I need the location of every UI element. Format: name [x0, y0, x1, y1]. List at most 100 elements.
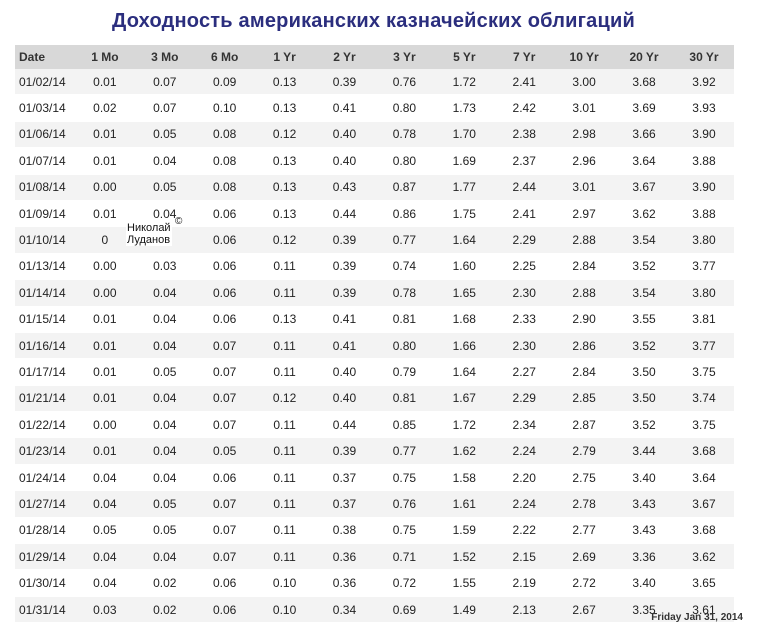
cell-5yr: 1.59	[434, 517, 495, 545]
cell-6mo: 0.06	[194, 569, 255, 597]
cell-6mo: 0.06	[194, 226, 255, 254]
cell-1mo: 0.00	[74, 279, 135, 307]
cell-6mo: 0.08	[194, 121, 255, 149]
cell-20yr: 3.43	[614, 517, 674, 545]
cell-1mo: 0	[74, 226, 135, 254]
cell-30yr: 3.77	[673, 332, 734, 360]
cell-3mo: 0.07	[134, 94, 195, 122]
cell-3yr: 0.76	[374, 490, 435, 518]
cell-6mo: 0.10	[194, 94, 255, 122]
cell-1yr: 0.13	[254, 174, 315, 201]
cell-20yr: 3.68	[614, 69, 674, 96]
cell-1yr: 0.13	[254, 200, 315, 228]
cell-date: 01/24/14	[15, 464, 75, 492]
cell-20yr: 3.66	[614, 121, 674, 149]
cell-3mo: 0.05	[134, 174, 195, 201]
cell-30yr: 3.75	[673, 411, 734, 439]
cell-7yr: 2.24	[494, 490, 555, 518]
cell-3mo: 0.05	[134, 517, 195, 545]
cell-20yr: 3.50	[614, 358, 674, 386]
cell-3mo: 0.05	[134, 490, 195, 518]
page-title: Доходность американских казначейских обл…	[112, 10, 635, 32]
cell-30yr: 3.88	[673, 200, 734, 228]
cell-5yr: 1.58	[434, 464, 495, 492]
cell-2yr: 0.36	[314, 569, 375, 597]
cell-30yr: 3.81	[673, 306, 734, 333]
column-header-5yr: 5 Yr	[434, 45, 495, 69]
cell-7yr: 2.29	[494, 385, 555, 413]
cell-20yr: 3.40	[614, 464, 674, 492]
cell-6mo: 0.08	[194, 174, 255, 201]
watermark-first-name: Николай	[127, 222, 171, 234]
cell-5yr: 1.60	[434, 253, 495, 281]
cell-30yr: 3.80	[673, 279, 734, 307]
cell-30yr: 3.92	[673, 69, 734, 96]
cell-3mo: 0.04	[134, 279, 195, 307]
cell-3yr: 0.75	[374, 464, 435, 492]
cell-2yr: 0.40	[314, 121, 375, 149]
cell-1mo: 0.01	[74, 437, 135, 465]
author-watermark: Николай Луданов ©	[126, 216, 182, 246]
cell-date: 01/31/14	[15, 596, 75, 624]
cell-7yr: 2.42	[494, 94, 555, 122]
cell-20yr: 3.67	[614, 174, 674, 201]
copyright-symbol: ©	[175, 216, 183, 227]
table-row: 01/17/14 0.01 0.05 0.07 0.11 0.40 0.79 1.64 2.27…	[15, 358, 734, 386]
cell-1mo: 0.01	[74, 385, 135, 413]
cell-20yr: 3.50	[614, 385, 674, 413]
cell-3mo: 0.05	[134, 121, 195, 149]
cell-6mo: 0.07	[194, 332, 255, 360]
cell-1mo: 0.00	[74, 174, 135, 201]
cell-2yr: 0.40	[314, 385, 375, 413]
cell-1mo: 0.01	[74, 69, 135, 96]
table-row: 01/27/14 0.04 0.05 0.07 0.11 0.37 0.76 1.61 2.24…	[15, 490, 734, 518]
cell-6mo: 0.07	[194, 358, 255, 386]
cell-2yr: 0.37	[314, 464, 375, 492]
cell-3yr: 0.77	[374, 226, 435, 254]
cell-3yr: 0.71	[374, 543, 435, 571]
cell-3yr: 0.69	[374, 596, 435, 624]
cell-date: 01/22/14	[15, 411, 75, 439]
cell-7yr: 2.25	[494, 253, 555, 281]
footer-date: Friday Jan 31, 2014	[651, 612, 743, 623]
cell-1mo: 0.01	[74, 147, 135, 175]
cell-1yr: 0.11	[254, 517, 315, 545]
cell-30yr: 3.62	[673, 543, 734, 571]
cell-2yr: 0.39	[314, 437, 375, 465]
cell-2yr: 0.39	[314, 253, 375, 281]
cell-1yr: 0.10	[254, 596, 315, 624]
table-row: 01/13/14 0.00 0.03 0.06 0.11 0.39 0.74 1.60 2.25…	[15, 253, 734, 281]
cell-3yr: 0.78	[374, 121, 435, 149]
table-row: 01/03/14 0.02 0.07 0.10 0.13 0.41 0.80 1.73 2.42…	[15, 94, 734, 122]
cell-7yr: 2.19	[494, 569, 555, 597]
cell-6mo: 0.07	[194, 385, 255, 413]
cell-date: 01/14/14	[15, 279, 75, 307]
cell-1yr: 0.13	[254, 306, 315, 333]
table-row: 01/10/140050.060.120.390.771.642.292.883…	[15, 226, 734, 254]
table-row: 01/15/14 0.01 0.04 0.06 0.13 0.41 0.81 1.68 2.33…	[15, 306, 734, 333]
cell-1mo: 0.03	[74, 596, 135, 624]
cell-20yr: 3.40	[614, 569, 674, 597]
cell-5yr: 1.61	[434, 490, 495, 518]
cell-30yr: 3.74	[673, 385, 734, 413]
cell-1mo: 0.01	[74, 358, 135, 386]
cell-5yr: 1.66	[434, 332, 495, 360]
cell-20yr: 3.52	[614, 253, 674, 281]
cell-7yr: 2.29	[494, 226, 555, 254]
cell-10yr: 3.00	[554, 69, 615, 96]
column-header-7yr: 7 Yr	[494, 45, 555, 69]
cell-2yr: 0.44	[314, 411, 375, 439]
cell-1yr: 0.13	[254, 94, 315, 122]
cell-6mo: 0.07	[194, 411, 255, 439]
cell-2yr: 0.39	[314, 226, 375, 254]
cell-1yr: 0.11	[254, 437, 315, 465]
cell-2yr: 0.41	[314, 94, 375, 122]
cell-5yr: 1.49	[434, 596, 495, 624]
cell-date: 01/02/14	[15, 69, 75, 96]
cell-3mo: 0.04	[134, 464, 195, 492]
cell-3yr: 0.77	[374, 437, 435, 465]
cell-1yr: 0.12	[254, 226, 315, 254]
cell-3mo: 0.04	[134, 411, 195, 439]
cell-5yr: 1.75	[434, 200, 495, 228]
cell-1yr: 0.11	[254, 279, 315, 307]
